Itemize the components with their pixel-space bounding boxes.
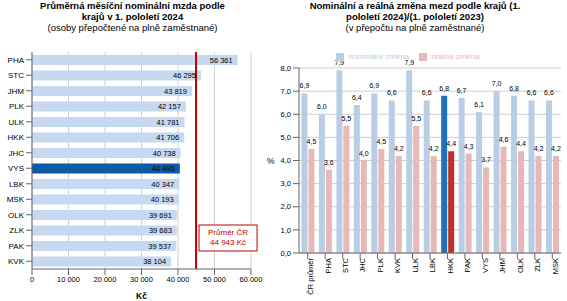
svg-text:VYS: VYS: [8, 164, 24, 173]
svg-text:4,5: 4,5: [307, 138, 317, 145]
svg-text:30 000: 30 000: [130, 275, 153, 284]
svg-text:6,0: 6,0: [281, 110, 291, 119]
svg-text:LBK: LBK: [9, 180, 25, 189]
svg-text:MSK: MSK: [8, 195, 25, 204]
svg-text:3,0: 3,0: [281, 179, 291, 188]
svg-text:56 361: 56 361: [210, 56, 233, 65]
svg-text:KVK: KVK: [8, 257, 25, 266]
svg-text:40 738: 40 738: [153, 149, 176, 158]
svg-text:0: 0: [30, 275, 34, 284]
svg-text:6,4: 6,4: [352, 94, 362, 101]
svg-text:39 683: 39 683: [149, 226, 172, 235]
svg-text:4,3: 4,3: [464, 143, 474, 150]
svg-text:39 691: 39 691: [149, 211, 172, 220]
svg-text:PHA: PHA: [324, 258, 333, 273]
svg-text:ULK: ULK: [411, 258, 420, 273]
svg-text:PHA: PHA: [8, 56, 25, 65]
svg-text:JHC: JHC: [358, 257, 367, 272]
svg-text:4,0: 4,0: [281, 156, 291, 165]
svg-text:39 537: 39 537: [148, 242, 171, 251]
svg-text:JHM: JHM: [8, 87, 24, 96]
svg-text:41 781: 41 781: [157, 118, 180, 127]
html-text:nominální změna: nominální změna: [348, 52, 410, 61]
svg-text:OLK: OLK: [8, 211, 25, 220]
svg-text:5,5: 5,5: [342, 115, 352, 122]
svg-text:4,5: 4,5: [376, 138, 386, 145]
svg-text:Průměr ČR: Průměr ČR: [208, 228, 248, 237]
html-text:(osoby přepočtené na plně zamě: (osoby přepočtené na plně zaměstnané): [47, 22, 218, 33]
svg-text:50 000: 50 000: [203, 275, 226, 284]
svg-text:8,0: 8,0: [281, 64, 291, 73]
html-text:reálná změna: reálná změna: [431, 52, 480, 61]
svg-text:3,6: 3,6: [324, 159, 334, 166]
svg-text:6,9: 6,9: [369, 82, 379, 89]
svg-text:0,0: 0,0: [281, 249, 291, 258]
svg-text:6,6: 6,6: [422, 89, 432, 96]
svg-text:2,0: 2,0: [281, 202, 291, 211]
svg-text:Kč: Kč: [136, 291, 147, 301]
svg-text:4,4: 4,4: [446, 140, 456, 147]
svg-text:4,2: 4,2: [534, 145, 544, 152]
svg-text:20 000: 20 000: [94, 275, 117, 284]
svg-text:10 000: 10 000: [57, 275, 80, 284]
svg-text:1,0: 1,0: [281, 226, 291, 235]
svg-text:HKK: HKK: [8, 133, 25, 142]
svg-text:3,7: 3,7: [481, 156, 491, 163]
svg-text:6,6: 6,6: [544, 89, 554, 96]
svg-text:43 819: 43 819: [164, 87, 187, 96]
svg-text:ZLK: ZLK: [533, 258, 542, 272]
svg-text:JHC: JHC: [8, 149, 24, 158]
svg-text:4,0: 4,0: [359, 150, 369, 157]
svg-text:ZLK: ZLK: [9, 226, 24, 235]
html-text:Nominální a reálná změna mezd: Nominální a reálná změna mezd podle kraj…: [309, 0, 521, 22]
svg-text:PLK: PLK: [376, 258, 385, 272]
svg-text:7,9: 7,9: [335, 59, 345, 66]
svg-text:PAK: PAK: [463, 258, 472, 272]
svg-text:6,7: 6,7: [457, 87, 467, 94]
svg-text:4,2: 4,2: [429, 145, 439, 152]
svg-text:4,2: 4,2: [394, 145, 404, 152]
svg-text:38 104: 38 104: [143, 257, 166, 266]
svg-text:42 157: 42 157: [158, 102, 181, 111]
svg-text:4,2: 4,2: [551, 145, 559, 152]
html-text:(v přepočtu na plně zaměstnané: (v přepočtu na plně zaměstnané): [345, 22, 485, 33]
svg-text:OLK: OLK: [516, 258, 525, 273]
svg-text:40 193: 40 193: [151, 195, 174, 204]
svg-text:%: %: [267, 156, 275, 166]
svg-text:40 495: 40 495: [152, 164, 175, 173]
svg-text:4,4: 4,4: [516, 140, 526, 147]
html-text:Průměrná měsíční nominální mzd: Průměrná měsíční nominální mzda podle kr…: [40, 0, 225, 22]
svg-text:5,0: 5,0: [281, 133, 291, 142]
svg-text:6,8: 6,8: [439, 85, 449, 92]
svg-text:6,9: 6,9: [300, 82, 310, 89]
svg-text:6,1: 6,1: [474, 101, 484, 108]
svg-text:PLK: PLK: [9, 102, 25, 111]
svg-text:ULK: ULK: [8, 118, 24, 127]
svg-text:46 295: 46 295: [173, 71, 196, 80]
svg-text:7,9: 7,9: [404, 59, 414, 66]
svg-text:LBK: LBK: [428, 258, 437, 272]
svg-text:41 706: 41 706: [156, 133, 179, 142]
svg-text:STC: STC: [341, 257, 350, 273]
svg-text:ČR průměr: ČR průměr: [306, 258, 315, 295]
svg-text:7,0: 7,0: [492, 80, 502, 87]
svg-text:MSK: MSK: [551, 258, 559, 274]
svg-text:6,8: 6,8: [509, 85, 519, 92]
svg-text:6,0: 6,0: [317, 103, 327, 110]
svg-text:JHM: JHM: [498, 258, 507, 273]
svg-text:44 943 Kč: 44 943 Kč: [210, 238, 246, 247]
svg-text:STC: STC: [8, 71, 24, 80]
svg-text:6,6: 6,6: [527, 89, 537, 96]
svg-text:4,6: 4,6: [499, 136, 509, 143]
svg-text:VYS: VYS: [481, 258, 490, 273]
svg-text:HKK: HKK: [446, 258, 455, 273]
svg-text:40 347: 40 347: [151, 180, 174, 189]
svg-text:6,6: 6,6: [387, 89, 397, 96]
svg-text:40 000: 40 000: [167, 275, 190, 284]
svg-text:KVK: KVK: [393, 258, 402, 273]
svg-text:7,0: 7,0: [281, 87, 291, 96]
svg-text:PAK: PAK: [9, 242, 25, 251]
svg-text:60 000: 60 000: [240, 275, 263, 284]
svg-text:5,5: 5,5: [411, 115, 421, 122]
